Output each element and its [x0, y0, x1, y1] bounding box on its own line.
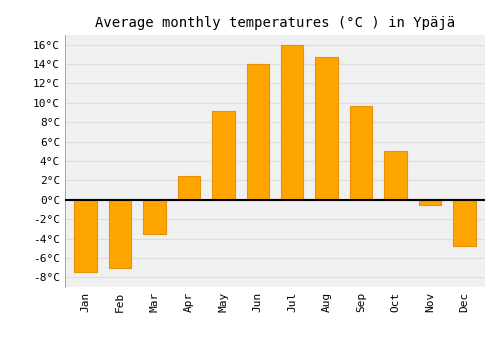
- Bar: [74, 200, 97, 272]
- Bar: [418, 200, 441, 205]
- Bar: [212, 111, 234, 200]
- Bar: [453, 200, 475, 246]
- Bar: [316, 57, 338, 200]
- Bar: [350, 106, 372, 200]
- Bar: [144, 200, 166, 234]
- Title: Average monthly temperatures (°C ) in Ypäjä: Average monthly temperatures (°C ) in Yp…: [95, 16, 455, 30]
- Bar: [384, 151, 406, 200]
- Bar: [246, 64, 269, 200]
- Bar: [109, 200, 132, 268]
- Bar: [281, 45, 303, 200]
- Bar: [178, 176, 200, 200]
